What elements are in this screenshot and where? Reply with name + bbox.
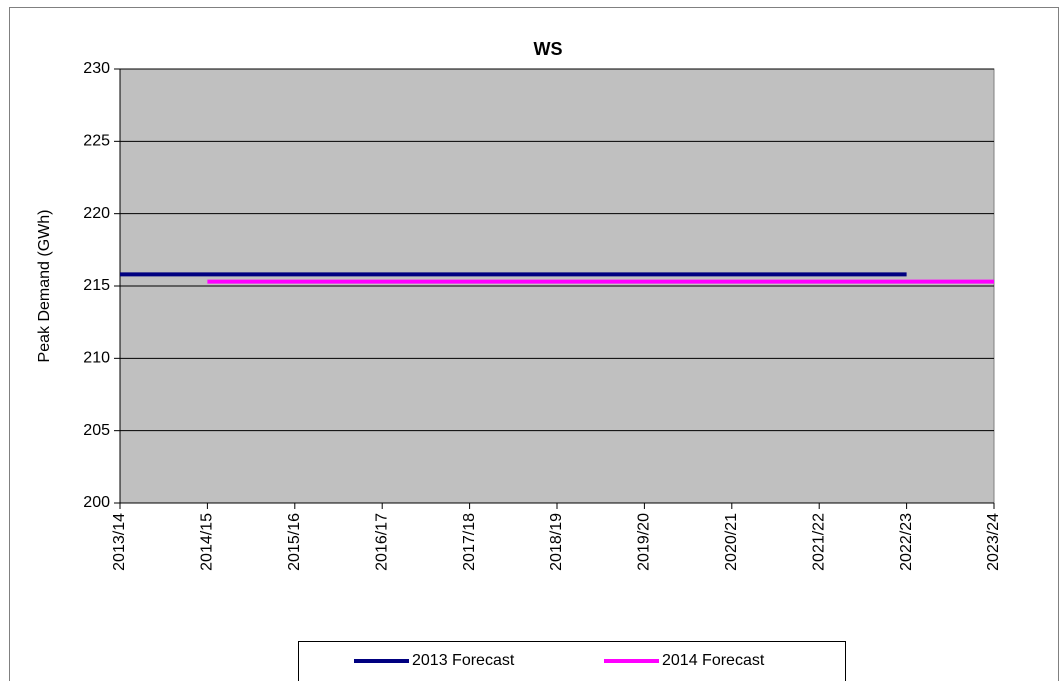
y-axis-label: Peak Demand (GWh) <box>36 210 53 363</box>
x-tick-label: 2014/15 <box>199 513 216 571</box>
x-tick-label: 2013/14 <box>111 513 128 571</box>
chart-title: WS <box>534 39 563 59</box>
x-tick-label: 2017/18 <box>461 513 478 571</box>
y-tick-label: 215 <box>83 277 110 294</box>
legend: 2013 Forecast 2014 Forecast <box>298 641 846 681</box>
x-tick-label: 2023/24 <box>985 513 1002 571</box>
x-tick-label: 2016/17 <box>373 513 390 571</box>
y-tick-label: 230 <box>83 60 110 77</box>
x-tick-label: 2022/23 <box>898 513 915 571</box>
x-tick-label: 2015/16 <box>286 513 303 571</box>
y-tick-label: 225 <box>83 133 110 150</box>
legend-label: 2013 Forecast <box>412 652 515 669</box>
y-tick-label: 220 <box>83 205 110 222</box>
y-tick-label: 205 <box>83 422 110 439</box>
y-tick-label: 210 <box>83 350 110 367</box>
x-tick-label: 2018/19 <box>548 513 565 571</box>
x-tick-label: 2021/22 <box>810 513 827 571</box>
legend-label: 2014 Forecast <box>662 652 765 669</box>
x-tick-label: 2019/20 <box>636 513 653 571</box>
x-tick-label: 2020/21 <box>723 513 740 571</box>
y-tick-label: 200 <box>83 494 110 511</box>
